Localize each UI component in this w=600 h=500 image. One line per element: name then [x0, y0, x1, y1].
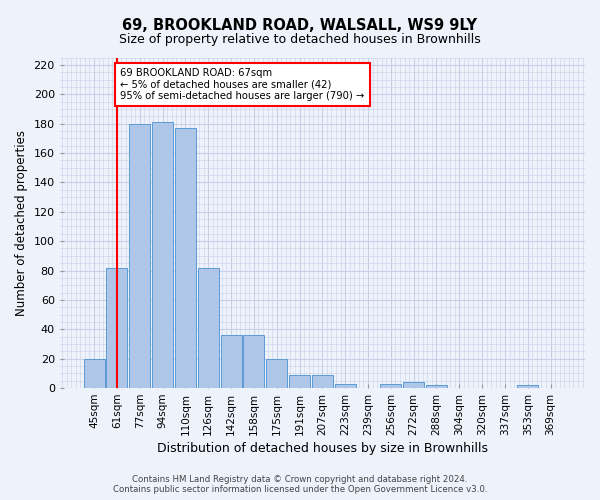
- Bar: [244, 335, 265, 388]
- X-axis label: Distribution of detached houses by size in Brownhills: Distribution of detached houses by size …: [157, 442, 488, 455]
- Text: 69, BROOKLAND ROAD, WALSALL, WS9 9LY: 69, BROOKLAND ROAD, WALSALL, WS9 9LY: [122, 18, 478, 32]
- Text: 69 BROOKLAND ROAD: 67sqm
← 5% of detached houses are smaller (42)
95% of semi-de: 69 BROOKLAND ROAD: 67sqm ← 5% of detache…: [120, 68, 365, 101]
- Bar: [152, 122, 173, 388]
- Bar: [517, 385, 538, 388]
- Bar: [312, 375, 333, 388]
- Bar: [266, 358, 287, 388]
- Bar: [289, 375, 310, 388]
- Bar: [403, 382, 424, 388]
- Bar: [335, 384, 356, 388]
- Bar: [129, 124, 150, 388]
- Bar: [380, 384, 401, 388]
- Bar: [426, 385, 447, 388]
- Bar: [197, 268, 218, 388]
- Bar: [175, 128, 196, 388]
- Bar: [106, 268, 127, 388]
- Text: Contains HM Land Registry data © Crown copyright and database right 2024.
Contai: Contains HM Land Registry data © Crown c…: [113, 474, 487, 494]
- Y-axis label: Number of detached properties: Number of detached properties: [15, 130, 28, 316]
- Text: Size of property relative to detached houses in Brownhills: Size of property relative to detached ho…: [119, 32, 481, 46]
- Bar: [83, 358, 104, 388]
- Bar: [221, 335, 242, 388]
